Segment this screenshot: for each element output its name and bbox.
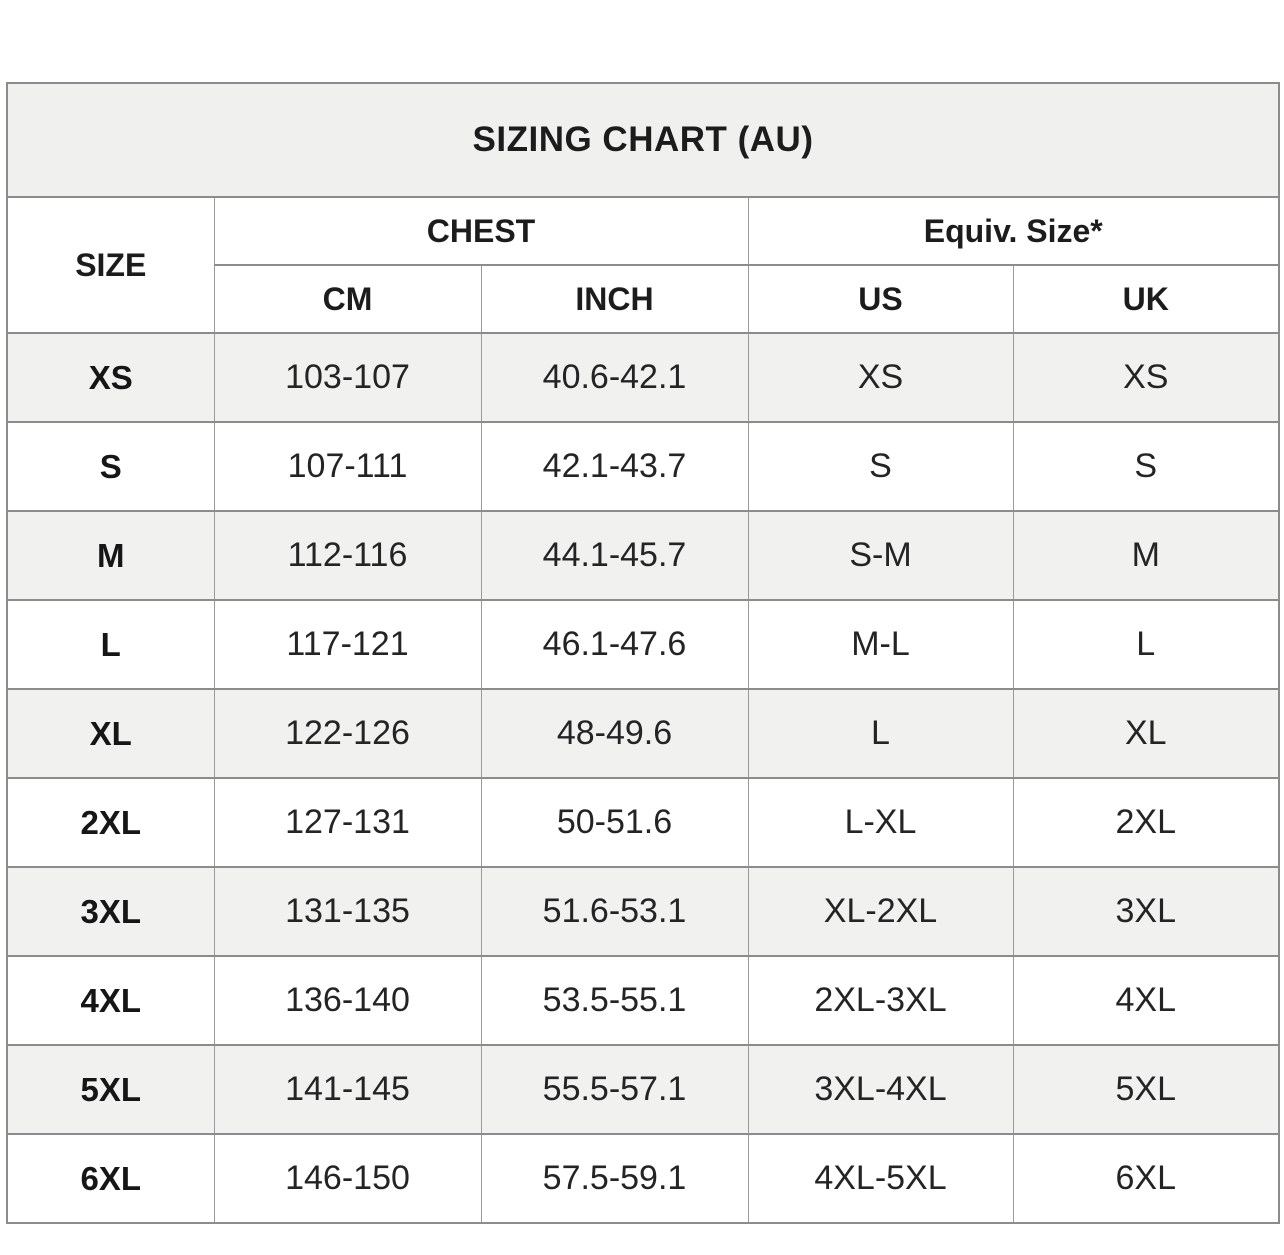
cell-size: L (6, 599, 215, 690)
header-row-units: CM INCH US UK (7, 264, 1280, 334)
cell-equiv-us: 2XL-3XL (747, 955, 1014, 1046)
page-title: SIZING CHART (AU) (6, 82, 1280, 198)
cell-equiv-us: 4XL-5XL (747, 1133, 1014, 1224)
column-header-uk: UK (1012, 264, 1280, 334)
cell-chest-inch: 46.1-47.6 (480, 599, 749, 690)
cell-size: M (6, 510, 215, 601)
cell-chest-inch: 51.6-53.1 (480, 866, 749, 957)
column-header-us: US (747, 264, 1014, 334)
cell-chest-inch: 53.5-55.1 (480, 955, 749, 1046)
cell-equiv-uk: L (1012, 599, 1280, 690)
cell-chest-inch: 57.5-59.1 (480, 1133, 749, 1224)
table-row-xl: XL 122-126 48-49.6 L XL (6, 688, 1280, 779)
cell-chest-cm: 103-107 (213, 332, 482, 423)
cell-size: 4XL (6, 955, 215, 1046)
column-group-chest: CHEST (213, 196, 749, 266)
cell-equiv-uk: XL (1012, 688, 1280, 779)
cell-equiv-us: 3XL-4XL (747, 1044, 1014, 1135)
table-row-3xl: 3XL 131-135 51.6-53.1 XL-2XL 3XL (6, 866, 1280, 957)
table-row-s: S 107-111 42.1-43.7 S S (6, 421, 1280, 512)
cell-size: S (6, 421, 215, 512)
cell-equiv-uk: 5XL (1012, 1044, 1280, 1135)
header-row-groups: SIZE CHEST Equiv. Size* (6, 196, 1280, 334)
cell-chest-inch: 50-51.6 (480, 777, 749, 868)
cell-equiv-uk: 2XL (1012, 777, 1280, 868)
cell-size: 6XL (6, 1133, 215, 1224)
cell-chest-inch: 44.1-45.7 (480, 510, 749, 601)
sizing-chart-table: SIZING CHART (AU) SIZE CHEST Equiv. Size… (6, 82, 1280, 1224)
cell-equiv-uk: 4XL (1012, 955, 1280, 1046)
table-row-m: M 112-116 44.1-45.7 S-M M (6, 510, 1280, 601)
cell-equiv-us: XL-2XL (747, 866, 1014, 957)
cell-size: XL (6, 688, 215, 779)
table-row-l: L 117-121 46.1-47.6 M-L L (6, 599, 1280, 690)
column-header-inch: INCH (480, 264, 749, 334)
cell-chest-cm: 127-131 (213, 777, 482, 868)
cell-chest-cm: 136-140 (213, 955, 482, 1046)
cell-equiv-uk: 6XL (1012, 1133, 1280, 1224)
title-row: SIZING CHART (AU) (6, 82, 1280, 198)
table-row-4xl: 4XL 136-140 53.5-55.1 2XL-3XL 4XL (6, 955, 1280, 1046)
cell-chest-cm: 141-145 (213, 1044, 482, 1135)
cell-chest-cm: 107-111 (213, 421, 482, 512)
cell-chest-cm: 146-150 (213, 1133, 482, 1224)
cell-chest-cm: 112-116 (213, 510, 482, 601)
cell-chest-inch: 48-49.6 (480, 688, 749, 779)
cell-chest-cm: 122-126 (213, 688, 482, 779)
table-row-2xl: 2XL 127-131 50-51.6 L-XL 2XL (6, 777, 1280, 868)
cell-equiv-uk: XS (1012, 332, 1280, 423)
cell-size: 2XL (6, 777, 215, 868)
cell-equiv-us: S (747, 421, 1014, 512)
table-row-5xl: 5XL 141-145 55.5-57.1 3XL-4XL 5XL (6, 1044, 1280, 1135)
column-header-cm: CM (213, 264, 482, 334)
cell-equiv-us: L-XL (747, 777, 1014, 868)
table-row-xs: XS 103-107 40.6-42.1 XS XS (6, 332, 1280, 423)
cell-equiv-us: XS (747, 332, 1014, 423)
table-row-6xl: 6XL 146-150 57.5-59.1 4XL-5XL 6XL (6, 1133, 1280, 1224)
cell-equiv-us: L (747, 688, 1014, 779)
cell-chest-inch: 55.5-57.1 (480, 1044, 749, 1135)
cell-equiv-uk: 3XL (1012, 866, 1280, 957)
cell-size: XS (6, 332, 215, 423)
cell-equiv-us: S-M (747, 510, 1014, 601)
column-group-equiv-size: Equiv. Size* (747, 196, 1280, 266)
cell-size: 3XL (6, 866, 215, 957)
column-header-size: SIZE (6, 196, 215, 334)
cell-chest-cm: 131-135 (213, 866, 482, 957)
cell-chest-inch: 42.1-43.7 (480, 421, 749, 512)
cell-size: 5XL (6, 1044, 215, 1135)
cell-equiv-uk: M (1012, 510, 1280, 601)
cell-chest-inch: 40.6-42.1 (480, 332, 749, 423)
cell-chest-cm: 117-121 (213, 599, 482, 690)
cell-equiv-us: M-L (747, 599, 1014, 690)
cell-equiv-uk: S (1012, 421, 1280, 512)
